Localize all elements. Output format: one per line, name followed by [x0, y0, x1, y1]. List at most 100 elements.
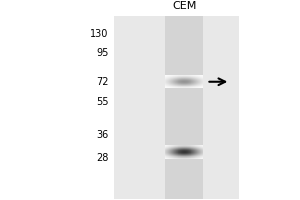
Bar — [191, 87, 192, 88]
Bar — [182, 155, 183, 156]
Bar — [192, 87, 193, 88]
Bar — [167, 154, 168, 155]
Bar — [188, 79, 189, 80]
Bar — [169, 84, 170, 85]
Bar — [195, 157, 196, 158]
Bar — [202, 77, 203, 78]
Bar — [175, 84, 176, 85]
Bar — [184, 86, 185, 87]
Bar — [183, 149, 184, 150]
Bar — [172, 152, 173, 153]
Bar — [198, 145, 199, 146]
Bar — [190, 77, 191, 78]
Bar — [197, 145, 198, 146]
Bar — [176, 147, 177, 148]
Bar — [199, 81, 200, 82]
Bar — [180, 79, 181, 80]
Bar — [202, 83, 203, 84]
Bar — [188, 85, 189, 86]
Bar — [179, 156, 180, 157]
Bar — [169, 86, 170, 87]
Bar — [190, 152, 191, 153]
Bar — [181, 87, 182, 88]
Bar — [167, 85, 168, 86]
Bar — [175, 82, 176, 83]
Bar — [187, 82, 188, 83]
Bar — [200, 77, 201, 78]
Bar — [197, 154, 198, 155]
Bar — [180, 149, 181, 150]
Bar — [173, 86, 174, 87]
Bar — [186, 87, 187, 88]
Bar — [169, 149, 170, 150]
Bar — [176, 85, 177, 86]
Bar — [196, 77, 197, 78]
Bar — [175, 80, 176, 81]
Bar — [196, 158, 197, 159]
Bar — [192, 81, 193, 82]
Bar — [180, 85, 181, 86]
Bar — [167, 75, 168, 76]
Bar — [202, 83, 203, 84]
Bar — [199, 79, 200, 80]
Bar — [175, 146, 176, 147]
Bar — [195, 145, 196, 146]
Bar — [178, 76, 179, 77]
Bar — [188, 150, 189, 151]
Bar — [170, 78, 171, 79]
Bar — [172, 155, 173, 156]
Bar — [202, 148, 203, 149]
Bar — [200, 156, 201, 157]
Bar — [165, 147, 166, 148]
Bar — [185, 156, 186, 157]
Bar — [185, 75, 186, 76]
Bar — [171, 87, 172, 88]
Bar — [182, 76, 183, 77]
Bar — [202, 86, 203, 87]
Bar — [192, 85, 193, 86]
Bar — [173, 87, 174, 88]
Bar — [173, 150, 174, 151]
Bar — [177, 150, 178, 151]
Bar — [192, 146, 193, 147]
Bar — [184, 82, 185, 83]
Bar — [176, 157, 177, 158]
Bar — [193, 150, 194, 151]
Bar — [178, 155, 179, 156]
Bar — [165, 146, 166, 147]
Bar — [168, 84, 169, 85]
Bar — [191, 81, 192, 82]
Bar — [174, 84, 175, 85]
Bar — [191, 146, 192, 147]
Bar — [181, 149, 182, 150]
Bar — [167, 150, 168, 151]
Bar — [166, 85, 167, 86]
Bar — [183, 155, 184, 156]
Bar — [182, 154, 183, 155]
Bar — [197, 78, 198, 79]
Bar — [189, 148, 190, 149]
Bar — [187, 83, 188, 84]
Bar — [190, 147, 191, 148]
Bar — [169, 155, 170, 156]
Bar — [186, 80, 187, 81]
Bar — [183, 81, 184, 82]
Bar — [197, 77, 198, 78]
Bar — [172, 145, 173, 146]
Bar — [200, 86, 201, 87]
Bar — [193, 158, 194, 159]
Bar — [202, 157, 203, 158]
Bar — [173, 84, 174, 85]
Bar — [190, 82, 191, 83]
Bar — [185, 154, 186, 155]
Bar — [201, 76, 202, 77]
Bar — [182, 85, 183, 86]
Bar — [171, 79, 172, 80]
Bar — [177, 78, 178, 79]
Bar — [173, 157, 174, 158]
Bar — [189, 79, 190, 80]
Bar — [192, 82, 193, 83]
Bar — [184, 153, 185, 154]
Bar — [165, 154, 166, 155]
Bar — [202, 151, 203, 152]
